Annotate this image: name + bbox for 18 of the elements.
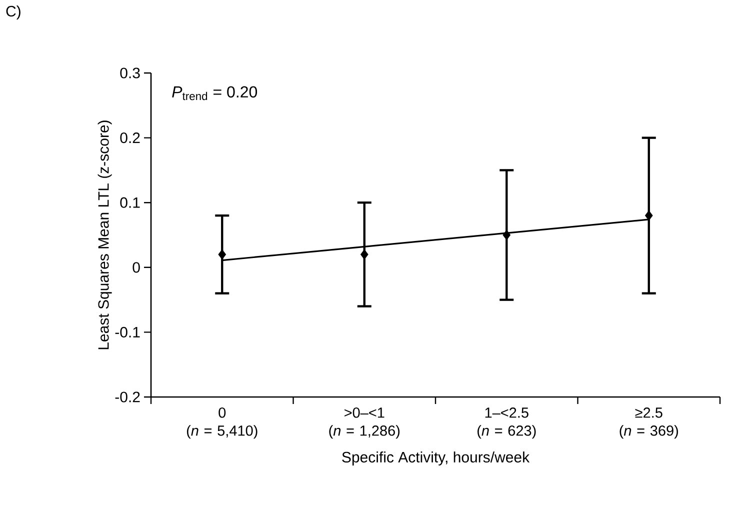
point xyxy=(218,249,226,260)
y-tick-label: -0.1 xyxy=(115,326,140,338)
y-axis-title: Least Squares Mean LTL (z-score) xyxy=(98,120,112,350)
point xyxy=(502,230,511,240)
point xyxy=(360,249,368,260)
x-tick-label: >0–<1 (n = 1,286) xyxy=(329,408,400,439)
y-tick-label: 0.3 xyxy=(120,68,140,78)
text: C) xyxy=(6,6,20,20)
x-tick-label: ≥2.5 (n = 369) xyxy=(620,408,678,439)
point xyxy=(644,210,653,221)
x-axis-title: Specific Activity, hours/week xyxy=(342,451,530,466)
x-tick-label: 1–<2.5 (n = 623) xyxy=(478,408,536,439)
y-tick-label: 0.2 xyxy=(120,132,140,144)
y-tick-label: 0 xyxy=(132,262,140,273)
annotation: P$_{trend}$ = 0.20 xyxy=(172,86,258,100)
y-tick-label: 0.1 xyxy=(120,197,140,208)
y-tick-label: -0.2 xyxy=(115,392,140,402)
category-label: 0 (n = 5,410) xyxy=(186,408,258,439)
